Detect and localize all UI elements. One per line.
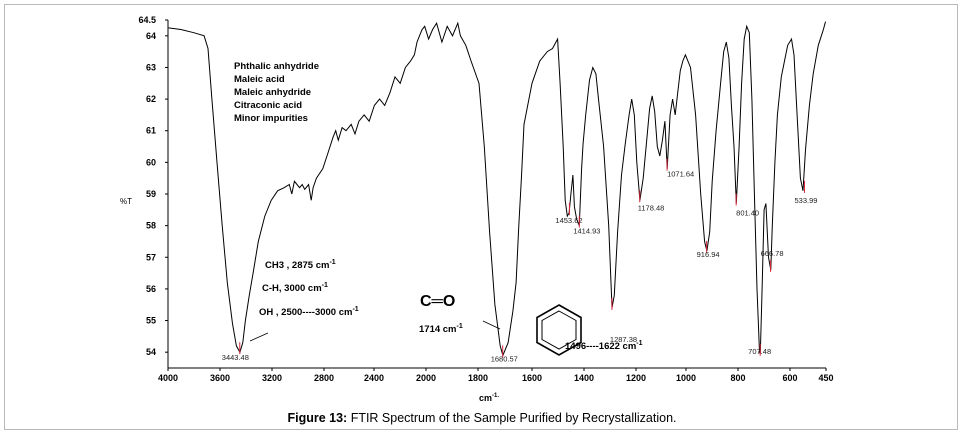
- ch3-annotation: CH3 , 2875 cm-1: [265, 259, 336, 271]
- compound-item: Minor impurities: [234, 113, 308, 124]
- ch-sup: -1: [322, 282, 328, 289]
- y-tick-label: 55: [146, 316, 156, 326]
- x-tick-label: 600: [782, 373, 797, 383]
- peak-label: 3443.48: [222, 353, 249, 362]
- y-tick-label: 61: [146, 126, 156, 136]
- y-ticks: 54 55 56 57 58 59 60 61 62 63 64 64.5: [138, 15, 168, 357]
- figure-caption: Figure 13: FTIR Spectrum of the Sample P…: [0, 411, 964, 425]
- compound-list: Phthalic anhydride Maleic acid Maleic an…: [234, 61, 319, 124]
- oh-text: OH , 2500----3000 cm: [259, 307, 352, 318]
- ch3-text: CH3 , 2875 cm: [265, 260, 329, 271]
- peak-label: 1178.48: [638, 203, 665, 212]
- x-tick-label: 1000: [676, 373, 696, 383]
- x-axis-label-text: cm: [479, 393, 492, 403]
- ch-text: C-H, 3000 cm: [262, 283, 322, 294]
- x-axis-label-sup: -1.: [492, 393, 499, 399]
- peak-labels: 3443.48 1680.57 1453.62 1414.93 1287.38 1178.…: [222, 158, 818, 363]
- carbonyl-sup: -1: [457, 323, 463, 330]
- caption-text: FTIR Spectrum of the Sample Purified by …: [347, 411, 677, 425]
- x-tick-label: 2400: [364, 373, 384, 383]
- y-tick-label: 58: [146, 221, 156, 231]
- peak-label: 666.78: [761, 249, 784, 258]
- x-tick-label: 3200: [262, 373, 282, 383]
- y-tick-label: 56: [146, 284, 156, 294]
- x-tick-label: 1200: [626, 373, 646, 383]
- x-tick-label: 1800: [468, 373, 488, 383]
- x-tick-label: 2800: [314, 373, 334, 383]
- x-tick-label: 1400: [574, 373, 594, 383]
- x-tick-label: 3600: [210, 373, 230, 383]
- carbonyl-label: C═O: [420, 293, 455, 310]
- compound-item: Maleic acid: [234, 74, 285, 85]
- compound-item: Citraconic acid: [234, 100, 302, 111]
- x-tick-label: 1600: [522, 373, 542, 383]
- x-tick-label: 450: [818, 373, 833, 383]
- y-tick-label: 59: [146, 189, 156, 199]
- peak-label: 1287.38: [610, 335, 637, 344]
- x-tick-label: 800: [730, 373, 745, 383]
- peak-label: 1414.93: [573, 227, 600, 236]
- peak-label: 801.40: [736, 208, 759, 217]
- carbonyl-pointer: [482, 320, 501, 330]
- oh-annotation: OH , 2500----3000 cm-1: [259, 306, 359, 318]
- y-tick-label: 64.5: [138, 15, 156, 25]
- peak-label: 533.99: [795, 196, 818, 205]
- peak-label: 1071.64: [667, 170, 694, 179]
- peak-label: 916.94: [697, 250, 720, 259]
- y-tick-label: 57: [146, 252, 156, 262]
- x-tick-label: 4000: [158, 373, 178, 383]
- caption-label: Figure 13:: [287, 411, 348, 425]
- aromatic-annotation: 1496----1622 cm-1: [565, 340, 643, 352]
- benzene-ring-icon: [536, 304, 582, 356]
- ch-annotation: C-H, 3000 cm-1: [262, 282, 328, 294]
- y-tick-label: 54: [146, 347, 156, 357]
- peak-label: 1453.62: [555, 216, 582, 225]
- compound-item: Maleic anhydride: [234, 87, 311, 98]
- y-tick-label: 64: [146, 31, 156, 41]
- ftir-chart: 54 55 56 57 58 59 60 61 62 63 64 64.5 4000 3600 3200 2…: [120, 15, 834, 403]
- carbonyl-annotation: 1714 cm-1: [419, 323, 463, 335]
- x-tick-label: 2000: [416, 373, 436, 383]
- y-axis-label: %T: [120, 197, 132, 206]
- oh-pointer: [249, 332, 269, 342]
- aromatic-sup: -1: [636, 340, 642, 347]
- oh-sup: -1: [352, 306, 358, 313]
- x-ticks: 4000 3600 3200 2800 2400 2000 1800 1600 1400 1200…: [158, 368, 834, 383]
- compound-item: Phthalic anhydride: [234, 61, 319, 72]
- figure-frame: [4, 4, 958, 430]
- ch3-sup: -1: [329, 259, 335, 266]
- y-tick-label: 62: [146, 94, 156, 104]
- x-axis-label: cm-1.: [479, 393, 499, 403]
- y-tick-label: 63: [146, 62, 156, 72]
- y-tick-label: 60: [146, 157, 156, 167]
- aromatic-text: 1496----1622 cm: [565, 341, 636, 352]
- peak-label: 1680.57: [491, 354, 518, 363]
- peak-label: 707.48: [748, 347, 771, 356]
- carbonyl-text: 1714 cm: [419, 324, 457, 335]
